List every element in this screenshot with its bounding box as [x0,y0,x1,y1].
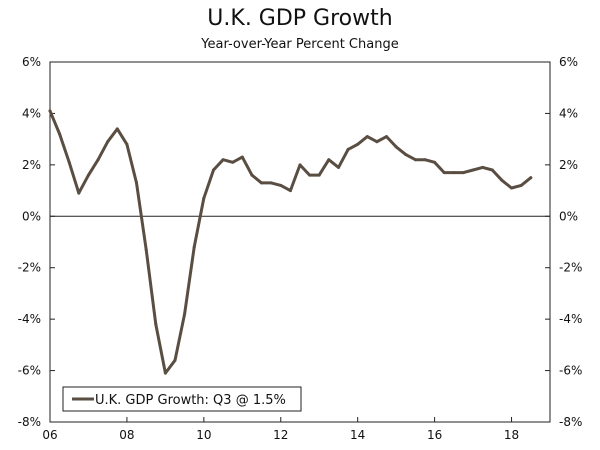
data-point [510,186,513,190]
legend-box [62,386,302,412]
data-point [163,371,167,375]
data-point [250,173,254,177]
x-tick-label: 06 [42,428,57,442]
y-tick-label-right: 4% [559,106,578,120]
y-tick-label-right: 6% [559,55,578,69]
legend: U.K. GDP Growth: Q3 @ 1.5% [62,386,302,412]
data-point [202,196,206,200]
legend-label: U.K. GDP Growth: Q3 @ 1.5% [95,393,286,408]
data-point [154,322,158,326]
data-point [529,176,533,180]
data-point [490,168,494,172]
data-point [317,173,321,177]
data-point [96,158,100,162]
chart-title: U.K. GDP Growth [207,6,393,31]
data-point [58,132,62,136]
x-tick-label: 12 [273,428,288,442]
data-point [221,158,225,162]
x-tick-label: 08 [119,428,134,442]
data-point [337,165,340,169]
x-tick-label: 16 [427,428,442,442]
data-point [183,312,187,316]
data-point [279,183,283,187]
y-tick-label-left: -6% [18,364,41,378]
data-point [106,140,110,144]
data-point [423,158,427,162]
data-point [346,147,350,151]
data-point [212,168,215,172]
data-point [452,171,456,175]
data-point [298,163,302,167]
data-point [365,135,369,139]
data-point [308,173,312,177]
gdp-growth-line [48,109,533,375]
y-tick-label-right: -2% [559,261,582,275]
y-tick-label-right: 2% [559,158,578,172]
x-tick-label: 14 [350,428,365,442]
data-point [288,189,292,193]
data-point [269,181,273,185]
data-point [471,168,475,172]
data-point [385,135,388,139]
data-point [173,358,177,362]
data-point [500,178,504,182]
data-point [231,160,235,164]
y-tick-label-left: 6% [22,55,41,69]
data-point [77,191,81,195]
y-tick-label-right: -6% [559,364,582,378]
data-point [327,158,331,162]
data-point [442,171,446,175]
data-point [462,171,465,175]
data-point [240,155,244,159]
y-tick-label-right: 0% [559,209,578,223]
y-tick-label-left: -2% [18,261,41,275]
data-point [115,127,119,131]
data-point [67,160,71,164]
x-tick-label: 18 [504,428,519,442]
y-tick-label-left: -8% [18,415,41,429]
data-point [135,181,138,185]
data-point [87,173,90,177]
data-point [481,165,485,169]
data-point [404,153,408,157]
data-point [375,140,379,144]
x-tick-label: 10 [196,428,211,442]
y-tick-label-left: 0% [22,209,41,223]
data-point [519,183,523,187]
y-tick-label-right: -8% [559,415,582,429]
data-point [356,142,360,146]
y-tick-label-left: -4% [18,312,41,326]
plot-frame [49,61,551,423]
y-tick-label-left: 2% [22,158,41,172]
data-point [125,142,129,146]
data-point [413,158,417,162]
data-point [260,181,263,185]
data-point [144,248,148,252]
data-point [48,109,52,113]
data-point [394,145,398,149]
data-point [433,160,437,164]
chart-subtitle: Year-over-Year Percent Change [201,37,399,52]
data-point [192,245,196,249]
y-tick-label-right: -4% [559,312,582,326]
y-tick-label-left: 4% [22,106,41,120]
